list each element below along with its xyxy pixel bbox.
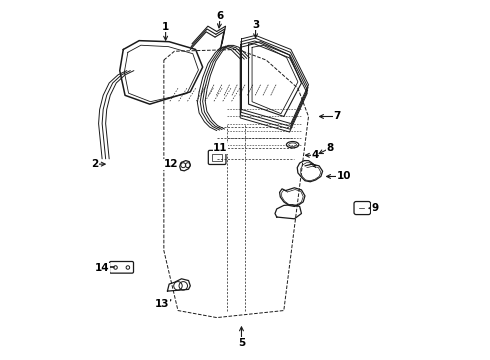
FancyBboxPatch shape [354,202,370,215]
Text: 9: 9 [372,203,379,213]
Text: 4: 4 [312,150,319,160]
Text: 12: 12 [164,159,178,169]
Text: 14: 14 [95,263,109,273]
Ellipse shape [289,143,296,147]
Text: 6: 6 [217,11,224,21]
Text: 2: 2 [92,159,98,169]
FancyBboxPatch shape [208,150,226,165]
Text: 3: 3 [252,20,259,30]
Text: 5: 5 [238,338,245,348]
Text: 10: 10 [337,171,351,181]
Text: 13: 13 [155,299,170,309]
Ellipse shape [287,141,299,148]
Text: 11: 11 [213,143,227,153]
Text: 7: 7 [333,112,341,121]
Bar [212,153,222,161]
Text: 8: 8 [326,143,333,153]
Text: 1: 1 [162,22,169,32]
FancyBboxPatch shape [110,261,133,273]
